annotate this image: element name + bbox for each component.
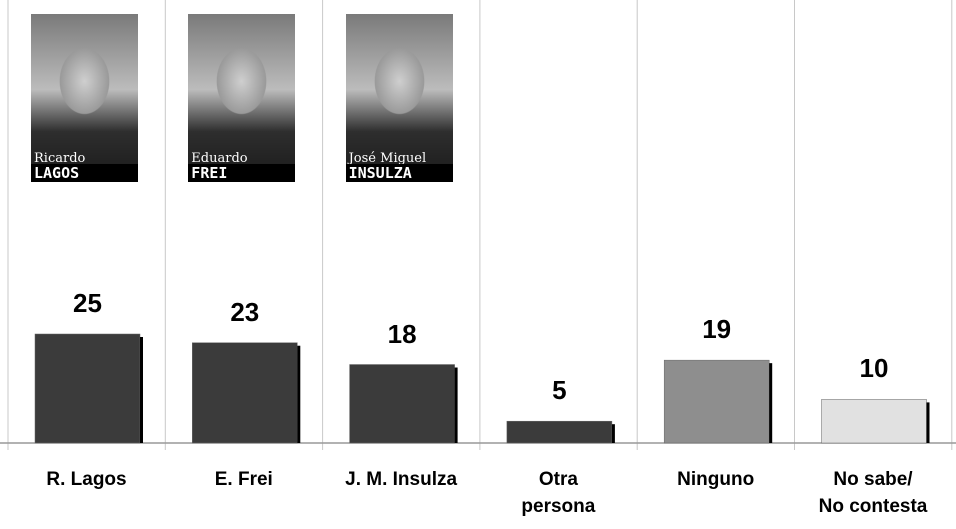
value-label: 18 xyxy=(345,319,460,350)
bar xyxy=(35,334,140,443)
value-label: 25 xyxy=(30,288,145,319)
bar-shadow xyxy=(455,368,458,443)
bar xyxy=(192,343,297,443)
bar xyxy=(664,360,769,443)
bar xyxy=(350,365,455,443)
bar-shadow xyxy=(612,424,615,443)
photo-last-name: INSULZA xyxy=(346,164,453,182)
value-label: 5 xyxy=(502,375,617,406)
chart: 25 R. Lagos 23 E. Frei 18 J. M. Insulza 5 Otra … xyxy=(0,0,956,529)
bar-shadow xyxy=(297,346,300,443)
x-tick-label: E. Frei xyxy=(165,466,322,493)
value-label: 19 xyxy=(659,314,774,345)
bar xyxy=(822,399,927,443)
bar-shadow xyxy=(927,402,930,443)
x-tick-label: R. Lagos xyxy=(8,466,165,493)
value-label: 23 xyxy=(187,297,302,328)
bar xyxy=(507,421,612,443)
bar-shadow xyxy=(140,337,143,443)
photo-last-name: LAGOS xyxy=(31,164,138,182)
x-tick-label: Ninguno xyxy=(637,466,794,493)
bar-shadow xyxy=(769,363,772,443)
x-tick-label: No sabe/ No contesta xyxy=(795,466,952,520)
x-tick-label: Otra persona xyxy=(480,466,637,520)
photo-last-name: FREI xyxy=(188,164,295,182)
value-label: 10 xyxy=(817,353,932,384)
x-tick-label: J. M. Insulza xyxy=(323,466,480,493)
chart-svg xyxy=(0,0,956,529)
